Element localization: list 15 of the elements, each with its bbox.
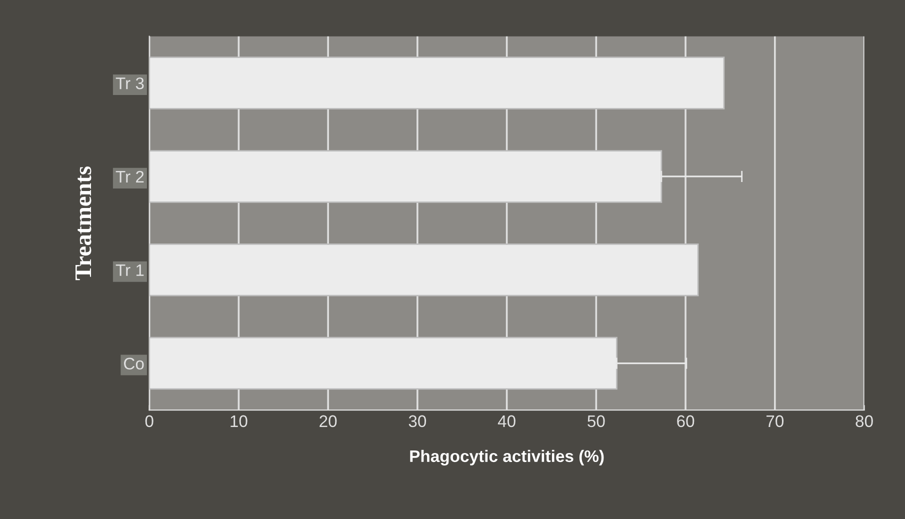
y-axis-title: Treatments (76, 166, 92, 280)
x-axis-title: Phagocytic activities (%) (410, 450, 604, 466)
x-tick-label: 80 (856, 415, 873, 428)
y-tick-label: Tr 1 (116, 264, 144, 276)
x-tick-label: 30 (408, 415, 426, 428)
y-tick-label: Tr 3 (116, 77, 144, 90)
x-tick-label: 10 (230, 415, 248, 428)
y-tick-label: Tr 2 (116, 170, 144, 182)
x-tick-label: 60 (677, 415, 694, 428)
x-tick-label: 40 (498, 415, 516, 428)
x-tick-label: 20 (320, 415, 337, 428)
x-tick-label: 70 (766, 415, 784, 428)
x-tick-label: 50 (588, 415, 605, 428)
y-tick-label: Co (124, 358, 144, 370)
x-tick-label: 0 (145, 415, 154, 428)
